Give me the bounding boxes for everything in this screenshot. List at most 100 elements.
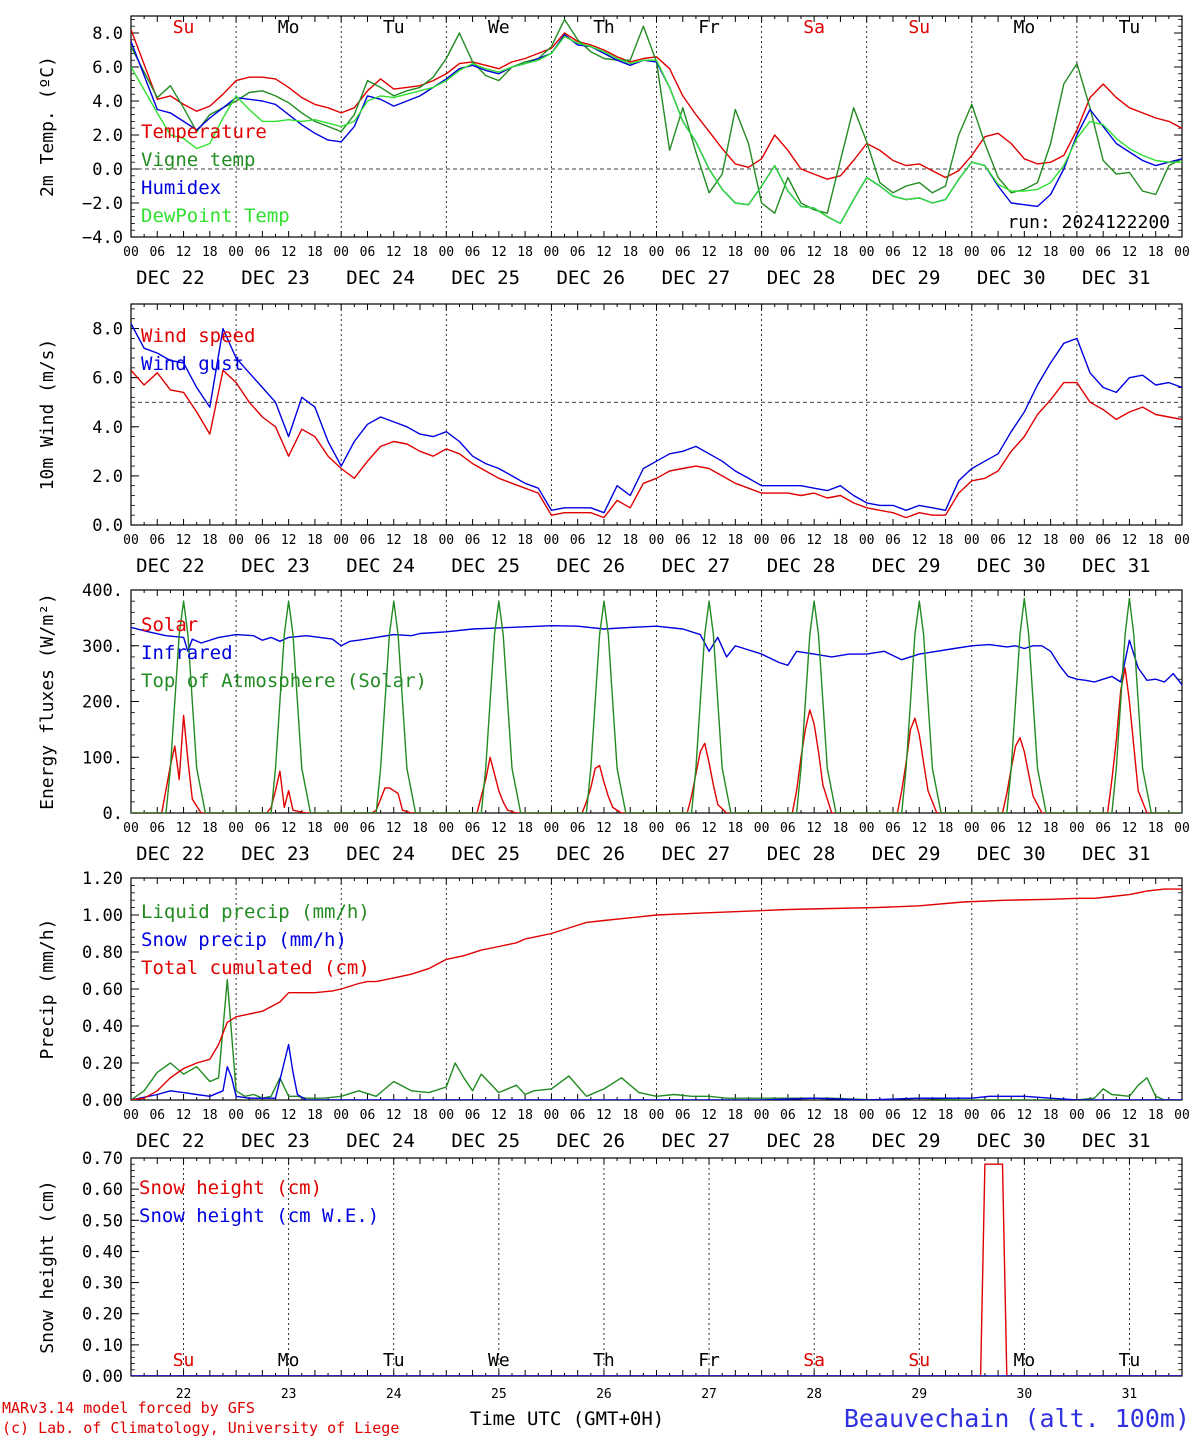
date-label: DEC 28 <box>767 843 836 865</box>
x-tick-label: 00 <box>859 245 875 260</box>
weekday-label: We <box>488 17 510 38</box>
x-tick-label: 12 <box>176 533 192 548</box>
panel-4: 0.00 0.20 0.40 0.60 0.80 1.00 1.20 Precip (mm/h… <box>37 869 1190 1152</box>
credit-line-2: (c) Lab. of Climatology, University of L… <box>2 1419 399 1437</box>
weekday-label: We <box>488 1350 510 1371</box>
x-tick-label: 00 <box>859 1108 875 1123</box>
y-tick-label: 0.40 <box>82 1017 123 1037</box>
date-label: DEC 30 <box>977 267 1046 289</box>
x-tick-label: 00 <box>438 1108 454 1123</box>
x-tick-label: 12 <box>596 1108 612 1123</box>
x-tick-label: 18 <box>727 1108 743 1123</box>
y-tick-label: 4.0 <box>92 92 123 112</box>
date-label: DEC 28 <box>767 1130 836 1152</box>
x-tick-label: 00 <box>544 821 560 836</box>
x-tick-label: 06 <box>360 245 376 260</box>
x-tick-label: 12 <box>596 245 612 260</box>
date-label: DEC 22 <box>136 843 205 865</box>
weekday-label: Mo <box>1014 1350 1036 1371</box>
x-tick-label: 18 <box>307 533 323 548</box>
y-tick-label: 0.50 <box>82 1211 123 1231</box>
x-tick-label: 00 <box>1174 533 1190 548</box>
x-tick-label: 00 <box>754 1108 770 1123</box>
x-tick-label: 12 <box>806 821 822 836</box>
x-tick-label: 06 <box>570 533 586 548</box>
weekday-label: Th <box>593 1350 615 1371</box>
date-label: DEC 31 <box>1082 555 1151 577</box>
x-tick-label: 06 <box>990 533 1006 548</box>
x-tick-label: 06 <box>885 245 901 260</box>
x-tick-label: 12 <box>701 1108 717 1123</box>
x-tick-label: 18 <box>938 533 954 548</box>
legend-entry: Wind speed <box>141 325 255 347</box>
x-tick-label: 12 <box>911 533 927 548</box>
series-group <box>131 18 1182 225</box>
y-tick-label: 1.20 <box>82 869 123 889</box>
x-tick-label: 00 <box>1069 1108 1085 1123</box>
legend-entry: Total cumulated (cm) <box>141 957 370 979</box>
x-tick-label: 06 <box>780 533 796 548</box>
x-tick-label: 00 <box>123 1108 139 1123</box>
x-tick-label: 00 <box>228 245 244 260</box>
x-tick-label: 00 <box>123 533 139 548</box>
x-tick-label: 12 <box>911 821 927 836</box>
weekday-label: Su <box>173 1350 195 1371</box>
y-tick-label: 0.30 <box>82 1274 123 1294</box>
y-axis-label: Precip (mm/h) <box>37 919 58 1060</box>
y-axis-label: Energy fluxes (W/m²) <box>37 593 58 810</box>
x-tick-label: 00 <box>1069 821 1085 836</box>
x-tick-label: 18 <box>202 821 218 836</box>
x-tick-label: 00 <box>649 245 665 260</box>
legend-entry: Top of Atmosphere (Solar) <box>141 670 427 692</box>
x-tick-label: 00 <box>964 1108 980 1123</box>
y-tick-label: 0. <box>103 804 123 824</box>
x-tick-label: 00 <box>123 245 139 260</box>
legend-entry: Snow precip (mm/h) <box>141 929 347 951</box>
weekday-label: Mo <box>278 1350 300 1371</box>
x-tick-label: 18 <box>1043 533 1059 548</box>
x-tick-label: 12 <box>701 821 717 836</box>
x-tick-label: 00 <box>754 245 770 260</box>
y-tick-label: 2.0 <box>92 467 123 487</box>
x-tick-label: 00 <box>754 821 770 836</box>
date-label: DEC 26 <box>556 1130 625 1152</box>
date-label: DEC 24 <box>346 843 415 865</box>
x-tick-label: 12 <box>911 245 927 260</box>
x-tick-label: 12 <box>701 533 717 548</box>
y-tick-label: 300. <box>82 637 123 657</box>
y-tick-label: 0.00 <box>82 1367 123 1387</box>
x-tick-label: 06 <box>675 245 691 260</box>
series-line-total-cumulated-cm- <box>131 888 1182 1100</box>
weekday-label: Tu <box>383 1350 405 1371</box>
x-tick-label: 12 <box>281 245 297 260</box>
x-tick-label: 06 <box>1095 1108 1111 1123</box>
x-tick-label: 18 <box>412 245 428 260</box>
weekday-label: Th <box>593 17 615 38</box>
x-tick-label: 18 <box>1148 821 1164 836</box>
x-tick-label: 12 <box>386 245 402 260</box>
y-tick-label: 8.0 <box>92 24 123 44</box>
x-tick-label: 00 <box>1174 821 1190 836</box>
x-tick-label: 12 <box>491 1108 507 1123</box>
day-number-label: 31 <box>1122 1387 1138 1402</box>
x-tick-label: 18 <box>517 1108 533 1123</box>
legend-entry: Temperature <box>141 121 267 143</box>
date-label: DEC 29 <box>872 1130 941 1152</box>
x-tick-label: 06 <box>149 245 165 260</box>
y-tick-label: 200. <box>82 693 123 713</box>
weekday-label: Mo <box>278 17 300 38</box>
x-tick-label: 06 <box>360 533 376 548</box>
legend-entry: Humidex <box>141 177 221 199</box>
series-line-wind-speed <box>131 369 1182 519</box>
x-tick-label: 18 <box>622 245 638 260</box>
x-tick-label: 00 <box>438 821 454 836</box>
x-tick-label: 00 <box>1069 245 1085 260</box>
x-tick-label: 06 <box>570 1108 586 1123</box>
x-tick-label: 06 <box>570 821 586 836</box>
x-tick-label: 06 <box>675 821 691 836</box>
legend-entry: Wind gust <box>141 353 244 375</box>
day-number-label: 27 <box>701 1387 717 1402</box>
date-label: DEC 23 <box>241 1130 310 1152</box>
x-tick-label: 12 <box>386 533 402 548</box>
x-tick-label: 00 <box>964 533 980 548</box>
